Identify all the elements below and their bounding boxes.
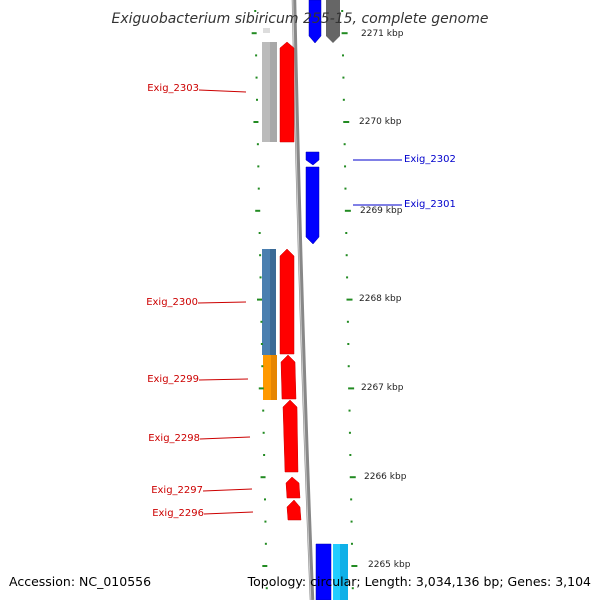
cog-box-top-grey (263, 28, 270, 33)
kbp-labels: 2271 kbp 2270 kbp 2269 kbp 2268 kbp 2267 kbp… (359, 29, 411, 570)
gene-label-exig-2296[interactable]: Exig_2296 (152, 508, 204, 519)
genome-backbone (291, 0, 315, 600)
gene-label-exig-2302[interactable]: Exig_2302 (404, 154, 456, 165)
cog-box-exig-2299-shade (271, 355, 277, 400)
cog-box-exig-2300-shade (270, 249, 276, 355)
callout-line-exig-2297 (202, 488, 253, 492)
gene-label-exig-2299[interactable]: Exig_2299 (147, 374, 199, 385)
gene-arrow-exig-2300[interactable] (279, 248, 295, 355)
cog-box-top-right (326, 0, 340, 43)
gene-label-exig-2297[interactable]: Exig_2297 (151, 485, 203, 496)
map-title: Exiguobacterium sibiricum 255-15, comple… (111, 11, 488, 27)
kbp-label: 2267 kbp (361, 383, 404, 393)
gene-arrow-exig-2299[interactable] (280, 354, 297, 400)
gene-callouts: Exig_2303 Exig_2302 Exig_2301 Exig_2300 Exig… (146, 83, 456, 519)
kbp-label: 2268 kbp (359, 294, 402, 304)
callout-line-exig-2298 (199, 436, 251, 440)
gene-arrow-top-plus[interactable] (308, 0, 322, 44)
topology-text: Topology: circular; Length: 3,034,136 bp… (247, 574, 591, 589)
kbp-label: 2271 kbp (361, 29, 404, 39)
gene-arrow-exig-2298[interactable] (282, 399, 299, 473)
genome-backbone-highlight (292, 0, 312, 600)
tick-marks (251, 10, 358, 590)
kbp-label: 2270 kbp (359, 117, 402, 127)
callout-line-exig-2296 (203, 511, 254, 515)
gene-arrow-exig-2301[interactable] (305, 166, 320, 245)
gene-label-exig-2303[interactable]: Exig_2303 (147, 83, 199, 94)
kbp-label: 2266 kbp (364, 472, 407, 482)
gene-arrow-exig-2303[interactable] (279, 41, 295, 143)
gene-label-exig-2301[interactable]: Exig_2301 (404, 199, 456, 210)
gene-label-exig-2298[interactable]: Exig_2298 (148, 433, 200, 444)
callout-line-exig-2303 (198, 89, 247, 93)
callout-line-exig-2299 (198, 378, 249, 381)
gene-arrow-exig-2297[interactable] (285, 476, 301, 499)
cog-box-bottom-right-shade (340, 544, 348, 600)
kbp-label: 2265 kbp (368, 560, 411, 570)
callout-line-exig-2300 (197, 301, 247, 304)
gene-arrow-bottom-plus[interactable] (315, 543, 332, 600)
gene-arrow-exig-2302[interactable] (305, 151, 320, 166)
gene-label-exig-2300[interactable]: Exig_2300 (146, 297, 198, 308)
cog-box-exig-2303-shade (270, 42, 277, 142)
kbp-label: 2269 kbp (360, 206, 403, 216)
accession-text: Accession: NC_010556 (9, 574, 151, 589)
gene-arrow-exig-2296[interactable] (286, 499, 302, 521)
